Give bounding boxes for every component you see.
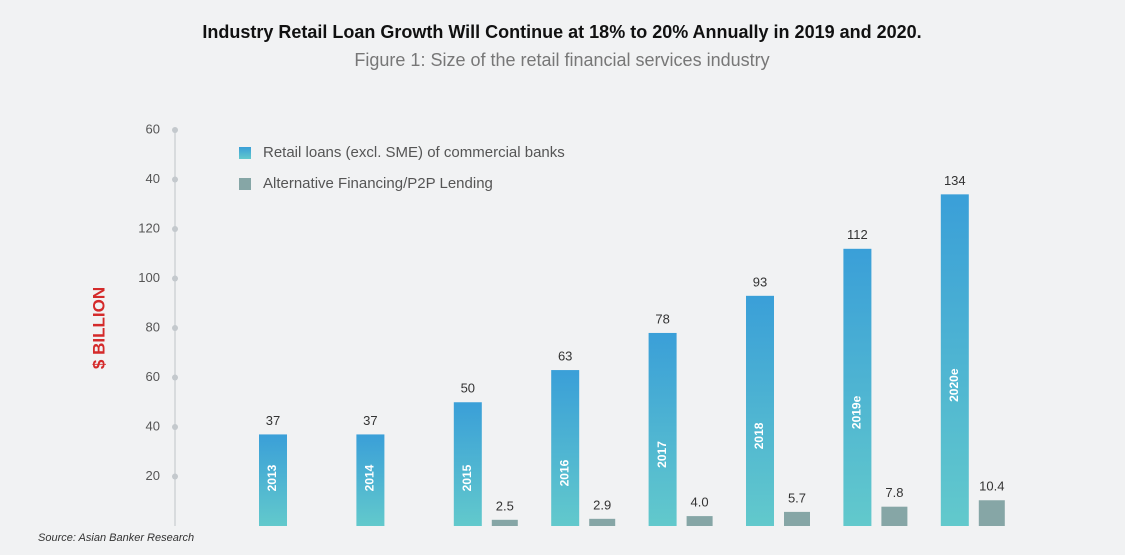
y-axis-label: $ BILLION <box>89 287 108 369</box>
value-label: 50 <box>461 381 475 396</box>
value-label: 4.0 <box>691 495 709 510</box>
value-label: 93 <box>753 274 767 289</box>
bar <box>259 434 287 526</box>
bar <box>356 434 385 526</box>
legend-swatch <box>239 178 251 190</box>
bar <box>784 511 810 526</box>
y-tick <box>172 226 178 232</box>
chart-title: Industry Retail Loan Growth Will Continu… <box>202 22 921 42</box>
legend-label: Retail loans (excl. SME) of commercial b… <box>263 144 565 161</box>
bar <box>978 500 1005 526</box>
y-tick-label: 60 <box>146 121 160 136</box>
legend-label: Alternative Financing/P2P Lending <box>263 175 493 192</box>
value-label: 37 <box>363 413 377 428</box>
source: Source: Asian Banker Research <box>38 532 194 544</box>
y-tick-label: 80 <box>146 319 160 334</box>
category-label: 2014 <box>363 464 377 491</box>
y-tick <box>172 424 178 430</box>
chart-subtitle: Figure 1: Size of the retail financial s… <box>354 50 769 70</box>
bar <box>453 402 482 526</box>
category-label: 2020e <box>947 368 961 402</box>
category-label: 2018 <box>752 422 766 449</box>
value-label: 63 <box>558 349 572 364</box>
y-tick-label: 40 <box>146 171 160 186</box>
bar <box>746 295 774 526</box>
bar <box>551 370 580 526</box>
value-label: 2.9 <box>593 497 611 512</box>
value-label: 78 <box>655 311 669 326</box>
value-label: 7.8 <box>885 485 903 500</box>
value-label: 2.5 <box>496 498 514 513</box>
y-tick-label: 100 <box>138 270 160 285</box>
category-label: 2017 <box>655 441 669 468</box>
value-label: 37 <box>266 413 280 428</box>
bar <box>648 332 677 526</box>
y-tick-label: 60 <box>146 369 160 384</box>
y-tick-label: 120 <box>138 220 160 235</box>
y-tick <box>172 275 178 282</box>
value-label: 10.4 <box>979 479 1004 494</box>
legend-swatch <box>239 147 251 159</box>
value-label: 134 <box>944 173 966 188</box>
bar <box>843 248 872 527</box>
y-tick-label: 40 <box>146 418 160 433</box>
category-label: 2016 <box>557 459 571 486</box>
value-label: 112 <box>847 227 868 242</box>
y-tick <box>172 127 178 133</box>
bar <box>686 516 713 526</box>
bar <box>881 506 908 526</box>
y-tick <box>172 374 178 381</box>
bar <box>940 194 969 526</box>
category-label: 2019e <box>850 395 864 429</box>
y-tick <box>172 176 178 183</box>
bar <box>491 519 518 526</box>
bar <box>589 518 616 526</box>
y-tick <box>172 325 178 331</box>
value-label: 5.7 <box>788 490 806 505</box>
y-tick <box>172 473 178 480</box>
y-tick-label: 20 <box>146 468 160 483</box>
category-label: 2013 <box>265 464 279 491</box>
category-label: 2015 <box>460 464 474 491</box>
